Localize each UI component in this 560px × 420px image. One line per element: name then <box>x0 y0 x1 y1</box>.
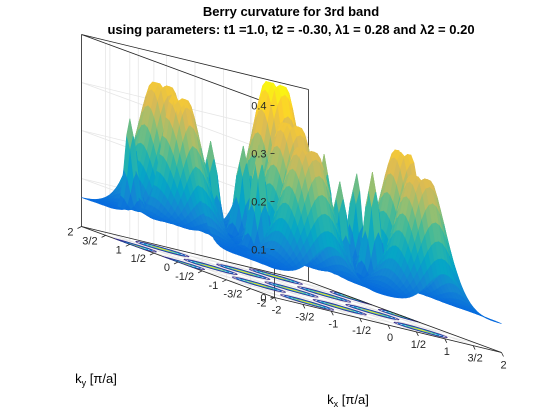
z-tick-label: 0.1 <box>251 245 266 257</box>
y-tick-label: -3/2 <box>223 289 242 301</box>
y-tick-mark <box>150 253 154 255</box>
z-tick-label: 0.3 <box>251 149 266 161</box>
x-tick-label: 1/2 <box>411 339 426 351</box>
y-tick-mark <box>222 280 226 282</box>
x-tick-label: -3/2 <box>295 311 314 323</box>
y-axis-label: ky [π/a] <box>75 371 117 388</box>
chart-subtitle: using parameters: t1 =1.0, t2 = -0.30, λ… <box>107 22 474 37</box>
x-tick-label: -2 <box>272 305 282 317</box>
y-tick-mark <box>198 271 202 273</box>
y-tick-mark <box>102 235 106 237</box>
z-tick-label: 0 <box>260 293 266 305</box>
y-tick-label: 1/2 <box>131 253 146 265</box>
surface-plot <box>82 82 502 324</box>
y-tick-mark <box>174 262 178 264</box>
x-tick-label: 0 <box>387 332 393 344</box>
y-tick-label: 1 <box>116 244 122 256</box>
chart-title: Berry curvature for 3rd band <box>203 4 379 19</box>
x-tick-label: -1 <box>328 318 338 330</box>
surface-patch <box>495 321 502 323</box>
x-axis-label: kx [π/a] <box>327 392 369 409</box>
y-tick-mark <box>246 289 250 291</box>
y-tick-label: 0 <box>164 262 170 274</box>
y-tick-mark <box>78 227 82 229</box>
y-tick-mark <box>126 244 130 246</box>
x-tick-label: 1 <box>444 346 450 358</box>
x-tick-label: 2 <box>500 360 506 372</box>
y-tick-label: -1 <box>209 280 219 292</box>
y-tick-label: -1/2 <box>175 271 194 283</box>
y-tick-label: 2 <box>67 227 73 239</box>
z-tick-label: 0.4 <box>251 101 266 113</box>
z-tick-label: 0.2 <box>251 197 266 209</box>
x-tick-label: 3/2 <box>467 353 482 365</box>
x-tick-label: -1/2 <box>352 325 371 337</box>
y-tick-label: 3/2 <box>82 235 97 247</box>
x-tick-mark <box>502 353 504 357</box>
